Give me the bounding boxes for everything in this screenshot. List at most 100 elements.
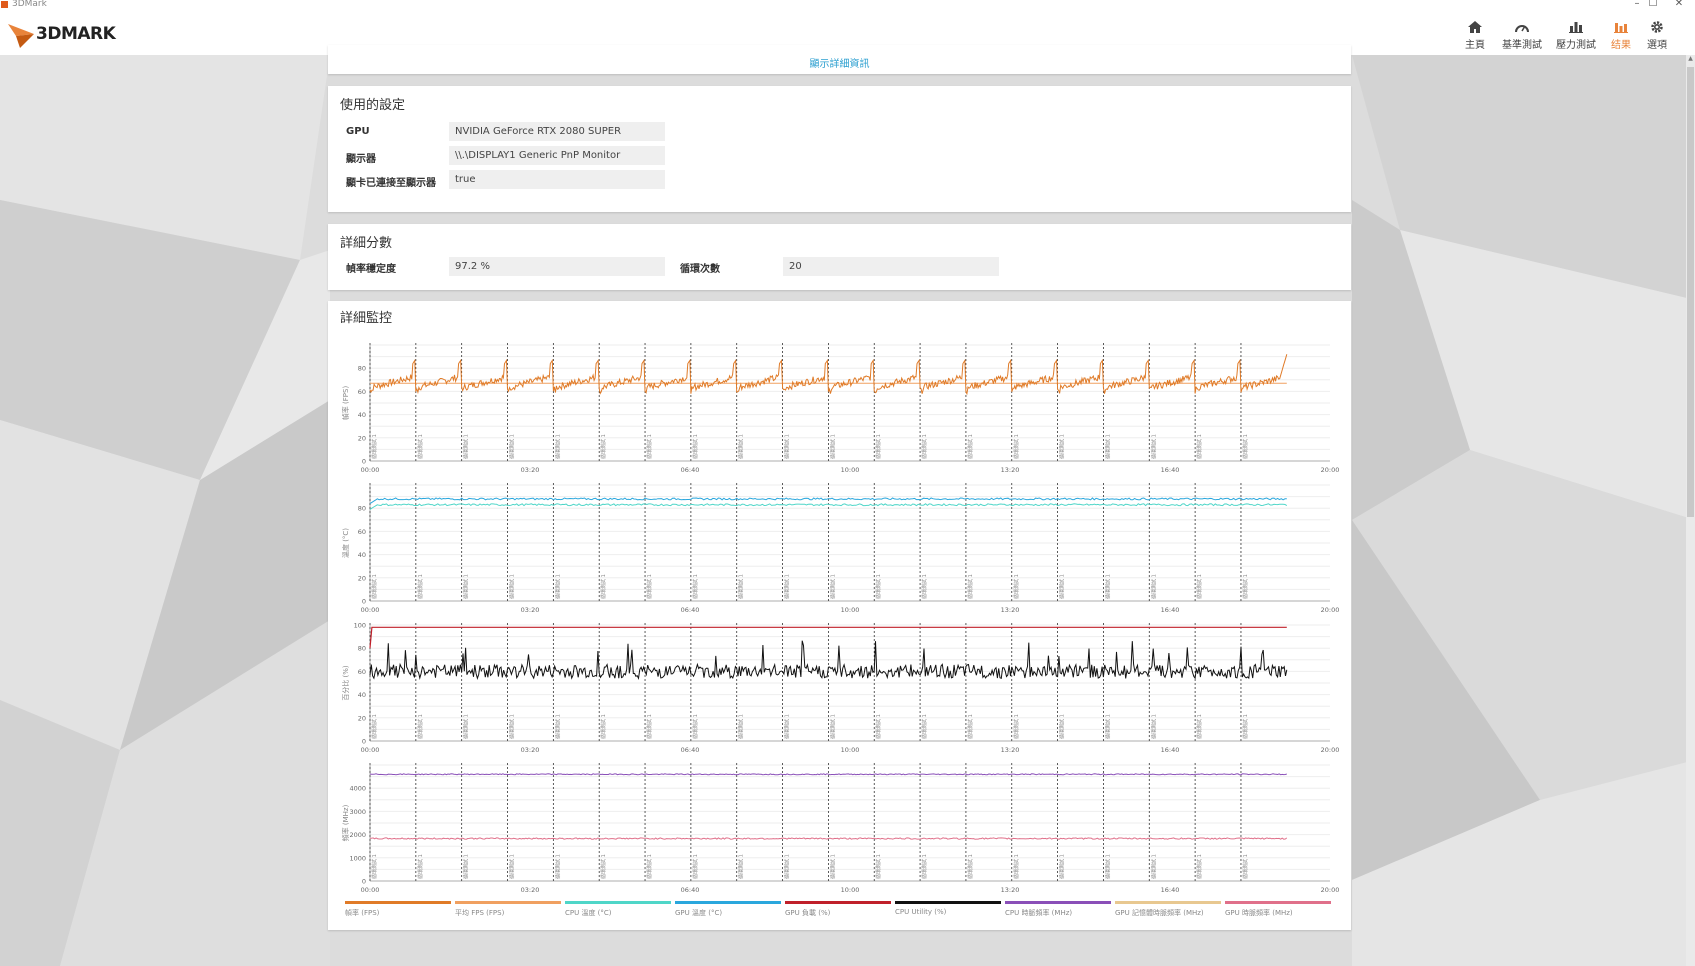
legend-label: GPU 時脈頻率 (MHz) <box>1225 909 1293 917</box>
legend-item[interactable]: GPU 時脈頻率 (MHz) <box>1225 901 1331 918</box>
loop-marker-label: 循環測試 1 <box>1242 714 1249 739</box>
loop-marker-label: 循環測試 1 <box>371 574 378 599</box>
loop-marker-label: 循環測試 1 <box>509 854 516 879</box>
3dmark-logo-icon <box>8 24 34 48</box>
loop-marker-label: 循環測試 1 <box>784 434 791 459</box>
loop-marker-label: 循環測試 1 <box>921 714 928 739</box>
legend-item[interactable]: CPU 時脈頻率 (MHz) <box>1005 901 1111 918</box>
loop-marker-label: 循環測試 1 <box>417 434 424 459</box>
x-tick-label: 20:00 <box>1321 886 1340 894</box>
temperature-chart: 0 20 40 60 80 00:00 03:20 06:40 10:00 13:20 16:40 2… <box>336 475 1341 615</box>
loop-marker-label: 循環測試 1 <box>554 574 561 599</box>
y-tick-label: 60 <box>358 528 366 536</box>
nav-options[interactable]: 選項 <box>1642 18 1672 51</box>
loop-marker-label: 循環測試 1 <box>967 434 974 459</box>
nav-results-label: 结果 <box>1611 40 1631 51</box>
loop-marker-label: 循環測試 1 <box>554 854 561 879</box>
nav-stress-tests[interactable]: 壓力測試 <box>1554 18 1598 51</box>
summary-panel: 顯示詳細資訊 <box>328 45 1351 74</box>
x-tick-label: 10:00 <box>841 606 860 614</box>
legend-swatch <box>1005 901 1111 904</box>
loop-marker-label: 循環測試 1 <box>829 434 836 459</box>
loop-marker-label: 循環測試 1 <box>509 434 516 459</box>
x-tick-label: 10:00 <box>841 746 860 754</box>
y-tick-label: 0 <box>362 598 366 606</box>
x-tick-label: 16:40 <box>1161 606 1180 614</box>
loop-marker-label: 循環測試 1 <box>1242 854 1249 879</box>
loop-marker-label: 循環測試 1 <box>600 714 607 739</box>
settings-panel: 使用的設定 GPU NVIDIA GeForce RTX 2080 SUPER … <box>328 86 1351 212</box>
loop-marker-label: 循環測試 1 <box>1150 714 1157 739</box>
loop-marker-label: 循環測試 1 <box>1059 574 1066 599</box>
loop-marker-label: 循環測試 1 <box>417 854 424 879</box>
y-axis-label: 溫度 (°C) <box>341 528 350 558</box>
legend-label: GPU 記憶體時脈頻率 (MHz) <box>1115 909 1204 917</box>
loop-marker-label: 循環測試 1 <box>1196 714 1203 739</box>
loop-marker-label: 循環測試 1 <box>1059 854 1066 879</box>
nav-benchmarks[interactable]: 基準測試 <box>1500 18 1544 51</box>
y-tick-label: 3000 <box>349 808 366 816</box>
x-tick-label: 20:00 <box>1321 746 1340 754</box>
x-tick-label: 00:00 <box>361 606 380 614</box>
app-icon <box>1 1 8 8</box>
x-tick-label: 00:00 <box>361 746 380 754</box>
results-icon <box>1604 18 1638 36</box>
y-tick-label: 1000 <box>349 854 366 862</box>
legend-item[interactable]: CPU 溫度 (°C) <box>565 901 671 918</box>
legend-swatch <box>675 901 781 904</box>
minimize-button[interactable]: – <box>1634 0 1640 9</box>
nav-options-label: 選項 <box>1647 40 1667 51</box>
show-details-link[interactable]: 顯示詳細資訊 <box>809 59 870 70</box>
gear-icon <box>1642 18 1672 36</box>
gpu-connected-value: true <box>449 170 665 189</box>
legend-item[interactable]: GPU 記憶體時脈頻率 (MHz) <box>1115 901 1221 918</box>
scrollbar-thumb[interactable] <box>1687 67 1694 517</box>
y-tick-label: 80 <box>358 505 366 513</box>
x-tick-label: 13:20 <box>1001 606 1020 614</box>
loop-marker-label: 循環測試 1 <box>829 854 836 879</box>
loop-marker-label: 循環測試 1 <box>1150 574 1157 599</box>
loop-marker-label: 循環測試 1 <box>1150 854 1157 879</box>
loop-marker-label: 循環測試 1 <box>738 854 745 879</box>
window-title: 3DMark <box>12 0 47 9</box>
legend-item[interactable]: GPU 溫度 (°C) <box>675 901 781 918</box>
x-tick-label: 03:20 <box>521 606 540 614</box>
display-label: 顯示器 <box>346 154 376 165</box>
loop-marker-label: 循環測試 1 <box>1013 854 1020 879</box>
loop-marker-label: 循環測試 1 <box>554 434 561 459</box>
loop-marker-label: 循環測試 1 <box>1059 714 1066 739</box>
loop-marker-label: 循環測試 1 <box>463 574 470 599</box>
loop-marker-label: 循環測試 1 <box>921 434 928 459</box>
loop-count-value: 20 <box>783 257 999 276</box>
legend-item[interactable]: 平均 FPS (FPS) <box>455 901 561 918</box>
nav-results[interactable]: 结果 <box>1604 18 1638 51</box>
legend-item[interactable]: CPU Utility (%) <box>895 901 1001 916</box>
loop-marker-label: 循環測試 1 <box>692 714 699 739</box>
legend-swatch <box>1115 901 1221 904</box>
legend-item[interactable]: GPU 負載 (%) <box>785 901 891 918</box>
loop-marker-label: 循環測試 1 <box>692 434 699 459</box>
scroll-up-icon[interactable]: ▲ <box>1688 55 1693 62</box>
gpu-label: GPU <box>346 126 370 137</box>
loop-marker-label: 循環測試 1 <box>875 434 882 459</box>
vertical-scrollbar[interactable]: ▲ <box>1686 55 1695 966</box>
legend-label: CPU 溫度 (°C) <box>565 909 612 917</box>
close-button[interactable]: ✕ <box>1674 0 1684 9</box>
y-tick-label: 80 <box>358 645 366 653</box>
maximize-button[interactable]: ☐ <box>1648 0 1658 9</box>
fps-series-line <box>369 354 1288 396</box>
loop-marker-label: 循環測試 1 <box>967 574 974 599</box>
loop-marker-label: 循環測試 1 <box>371 854 378 879</box>
legend-label: CPU Utility (%) <box>895 908 947 916</box>
legend-item[interactable]: 幀率 (FPS) <box>345 901 451 918</box>
loop-marker-label: 循環測試 1 <box>1104 714 1111 739</box>
loop-marker-label: 循環測試 1 <box>1104 854 1111 879</box>
loop-marker-label: 循環測試 1 <box>921 574 928 599</box>
loop-marker-label: 循環測試 1 <box>554 714 561 739</box>
legend-swatch <box>895 901 1001 904</box>
y-tick-label: 60 <box>358 388 366 396</box>
legend-swatch <box>455 901 561 904</box>
loop-marker-label: 循環測試 1 <box>1059 434 1066 459</box>
nav-home[interactable]: 主頁 <box>1458 18 1492 51</box>
settings-title: 使用的設定 <box>340 98 406 113</box>
